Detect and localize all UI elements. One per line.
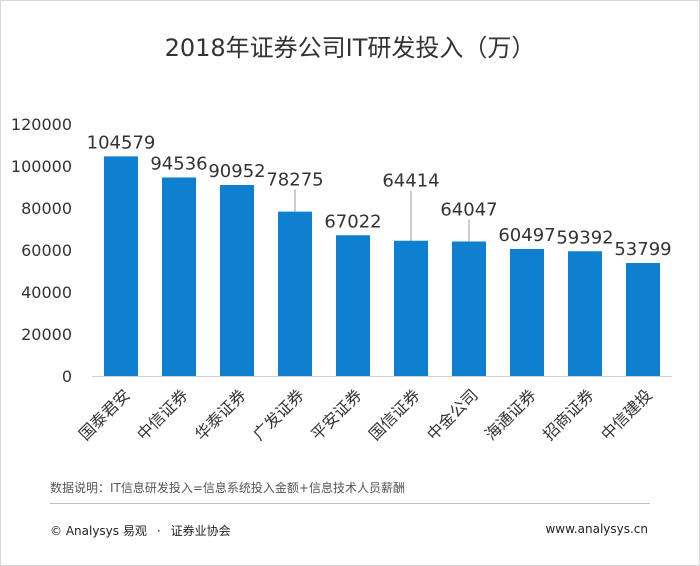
data-label: 53799 xyxy=(614,239,671,260)
footer-divider xyxy=(50,503,650,504)
website-link[interactable]: www.analysys.cn xyxy=(545,522,648,536)
x-tick-label: 国信证券 xyxy=(365,385,424,444)
x-tick-label: 中信证券 xyxy=(133,385,192,444)
x-tick-label: 广发证券 xyxy=(249,385,308,444)
bar-chart: 0 20000 40000 60000 80000 100000 120000 104579… xyxy=(11,115,672,444)
data-label: 64414 xyxy=(382,171,439,192)
bar xyxy=(220,185,254,376)
footer-source: © Analysys 易观 · 证券业协会 xyxy=(50,522,231,539)
data-label: 67022 xyxy=(324,211,381,232)
data-note: 数据说明：IT信息研发投入=信息系统投入金额+信息技术人员薪酬 xyxy=(50,481,405,495)
x-tick-label: 中信建投 xyxy=(597,385,656,444)
bar xyxy=(626,263,660,376)
data-label: 64047 xyxy=(440,200,497,221)
partner-text: 证券业协会 xyxy=(170,524,231,538)
x-tick-label: 招商证券 xyxy=(539,385,598,444)
data-label: 60497 xyxy=(498,225,555,246)
y-tick-label: 120000 xyxy=(11,115,72,134)
x-tick-label: 华泰证券 xyxy=(191,385,250,444)
y-axis-ticks: 0 20000 40000 60000 80000 100000 120000 xyxy=(11,115,72,386)
data-label: 90952 xyxy=(208,161,265,182)
copyright-text: © Analysys 易观 xyxy=(50,524,147,538)
bar xyxy=(510,248,544,376)
chart-title: 2018年证券公司IT研发投入（万） xyxy=(164,34,536,62)
y-tick-label: 80000 xyxy=(21,199,72,218)
x-tick-label: 海通证券 xyxy=(481,385,540,444)
label-leader-lines xyxy=(294,189,470,242)
bar xyxy=(104,156,138,376)
data-label: 78275 xyxy=(266,170,323,191)
y-tick-label: 20000 xyxy=(21,325,72,344)
x-tick-label: 中金公司 xyxy=(423,385,482,444)
x-axis-labels: 国泰君安 中信证券 华泰证券 广发证券 平安证券 国信证券 中金公司 海通证券 招商证券 中信建投 xyxy=(75,385,656,444)
bar xyxy=(162,177,196,376)
data-label: 59392 xyxy=(556,227,613,248)
bars xyxy=(104,156,660,376)
x-tick-label: 国泰君安 xyxy=(75,385,134,444)
bar xyxy=(394,240,428,376)
bar xyxy=(568,251,602,376)
bar xyxy=(336,235,370,376)
y-tick-label: 100000 xyxy=(11,157,72,176)
bar xyxy=(278,211,312,376)
data-label: 94536 xyxy=(150,153,207,174)
y-tick-label: 0 xyxy=(62,367,72,386)
x-tick-label: 平安证券 xyxy=(307,385,366,444)
data-label: 104579 xyxy=(87,132,156,153)
separator-dot: · xyxy=(156,524,161,538)
bar xyxy=(452,241,486,376)
y-tick-label: 40000 xyxy=(21,283,72,302)
y-tick-label: 60000 xyxy=(21,241,72,260)
